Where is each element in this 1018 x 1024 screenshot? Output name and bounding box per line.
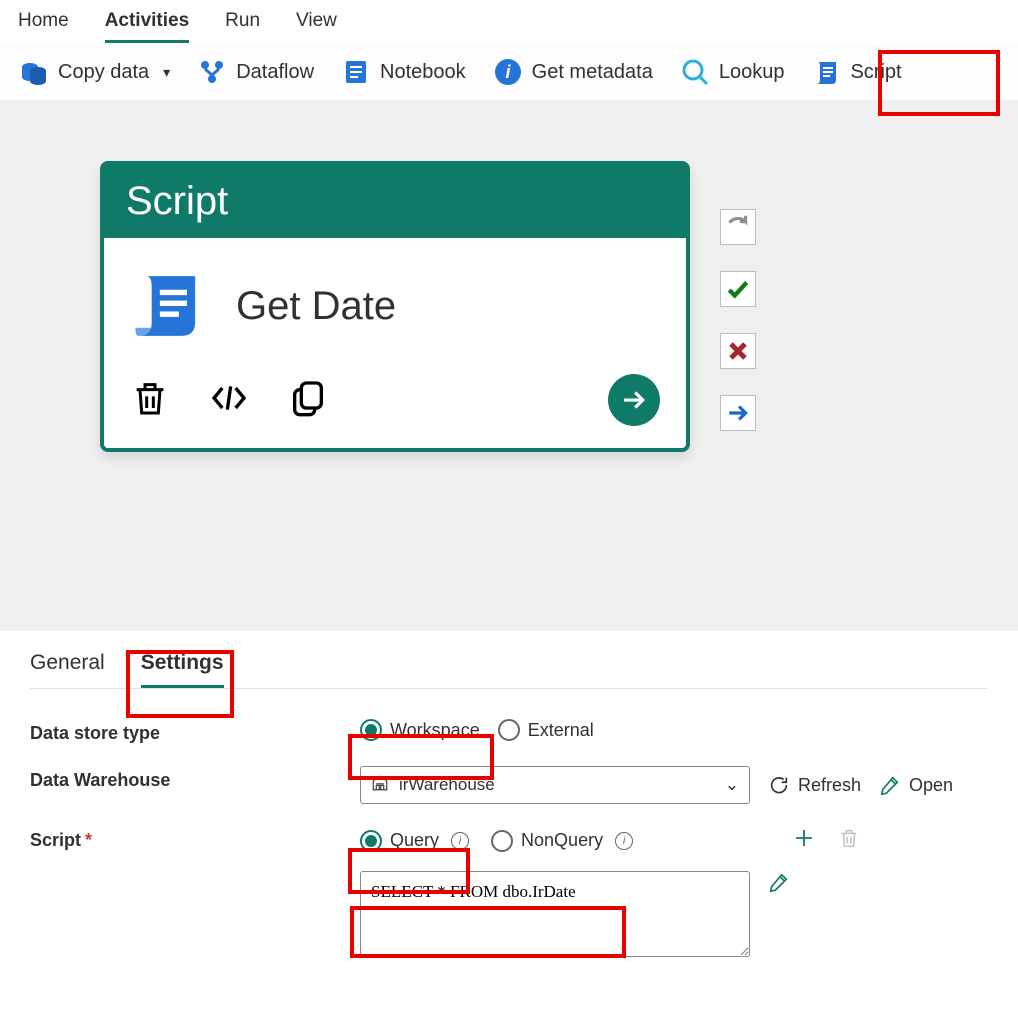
radio-query-label: Query	[390, 830, 439, 851]
tab-home[interactable]: Home	[18, 10, 69, 43]
chevron-down-icon: ▾	[163, 64, 170, 81]
tab-view[interactable]: View	[296, 10, 337, 43]
completion-handle[interactable]	[720, 395, 756, 431]
delete-script-button[interactable]	[838, 827, 860, 854]
get-metadata-button[interactable]: i Get metadata	[494, 58, 653, 86]
code-icon[interactable]	[206, 378, 252, 423]
data-store-type-label: Data store type	[30, 719, 360, 744]
radio-workspace-label: Workspace	[390, 720, 480, 741]
info-icon[interactable]: i	[615, 832, 633, 850]
radio-nonquery-label: NonQuery	[521, 830, 603, 851]
add-script-button[interactable]	[792, 826, 816, 855]
dataflow-label: Dataflow	[236, 61, 314, 84]
copy-data-label: Copy data	[58, 61, 149, 84]
open-button[interactable]: Open	[879, 774, 953, 796]
notebook-button[interactable]: Notebook	[342, 58, 466, 86]
properties-panel: General Settings Data store type Workspa…	[0, 631, 1018, 999]
refresh-button[interactable]: Refresh	[768, 774, 861, 796]
search-icon	[681, 58, 709, 86]
copy-data-button[interactable]: Copy data ▾	[20, 58, 170, 86]
tab-general[interactable]: General	[30, 651, 105, 688]
radio-nonquery[interactable]: NonQuery i	[491, 830, 633, 852]
dataflow-icon	[198, 58, 226, 86]
script-button[interactable]: Script	[812, 58, 901, 86]
delete-icon[interactable]	[130, 378, 170, 423]
script-icon	[812, 58, 840, 86]
lookup-button[interactable]: Lookup	[681, 58, 785, 86]
activity-name: Get Date	[236, 284, 396, 329]
run-arrow-button[interactable]	[608, 374, 660, 426]
get-metadata-label: Get metadata	[532, 61, 653, 84]
copy-icon[interactable]	[288, 378, 328, 423]
script-label: Script*	[30, 826, 360, 851]
notebook-icon	[342, 58, 370, 86]
properties-tab-bar: General Settings	[30, 651, 988, 689]
failure-handle[interactable]	[720, 333, 756, 369]
radio-query[interactable]: Query i	[360, 830, 469, 852]
chevron-down-icon: ⌄	[725, 775, 739, 795]
radio-external-label: External	[528, 720, 594, 741]
top-tab-bar: Home Activities Run View	[0, 0, 1018, 44]
data-warehouse-label: Data Warehouse	[30, 766, 360, 791]
script-text-input[interactable]	[360, 871, 750, 957]
lookup-label: Lookup	[719, 61, 785, 84]
script-label: Script	[850, 61, 901, 84]
notebook-label: Notebook	[380, 61, 466, 84]
dataflow-button[interactable]: Dataflow	[198, 58, 314, 86]
data-warehouse-dropdown[interactable]: irWarehouse ⌄	[360, 766, 750, 804]
edit-script-button[interactable]	[768, 871, 790, 898]
activity-output-handles	[720, 209, 756, 431]
radio-workspace[interactable]: Workspace	[360, 719, 480, 741]
copy-data-icon	[20, 58, 48, 86]
skip-handle[interactable]	[720, 209, 756, 245]
pipeline-canvas[interactable]: Script Get Date	[0, 101, 1018, 631]
tab-settings[interactable]: Settings	[141, 651, 224, 688]
tab-run[interactable]: Run	[225, 10, 260, 43]
radio-external[interactable]: External	[498, 719, 594, 741]
open-label: Open	[909, 775, 953, 796]
info-icon[interactable]: i	[451, 832, 469, 850]
warehouse-icon	[371, 774, 389, 797]
script-activity-card[interactable]: Script Get Date	[100, 161, 690, 452]
script-icon	[130, 268, 206, 344]
success-handle[interactable]	[720, 271, 756, 307]
refresh-label: Refresh	[798, 775, 861, 796]
info-icon: i	[494, 58, 522, 86]
tab-activities[interactable]: Activities	[105, 10, 189, 43]
activities-toolbar: Copy data ▾ Dataflow Notebook i Get meta…	[0, 44, 1018, 101]
activity-type-header: Script	[104, 165, 686, 238]
data-warehouse-value: irWarehouse	[399, 775, 495, 795]
